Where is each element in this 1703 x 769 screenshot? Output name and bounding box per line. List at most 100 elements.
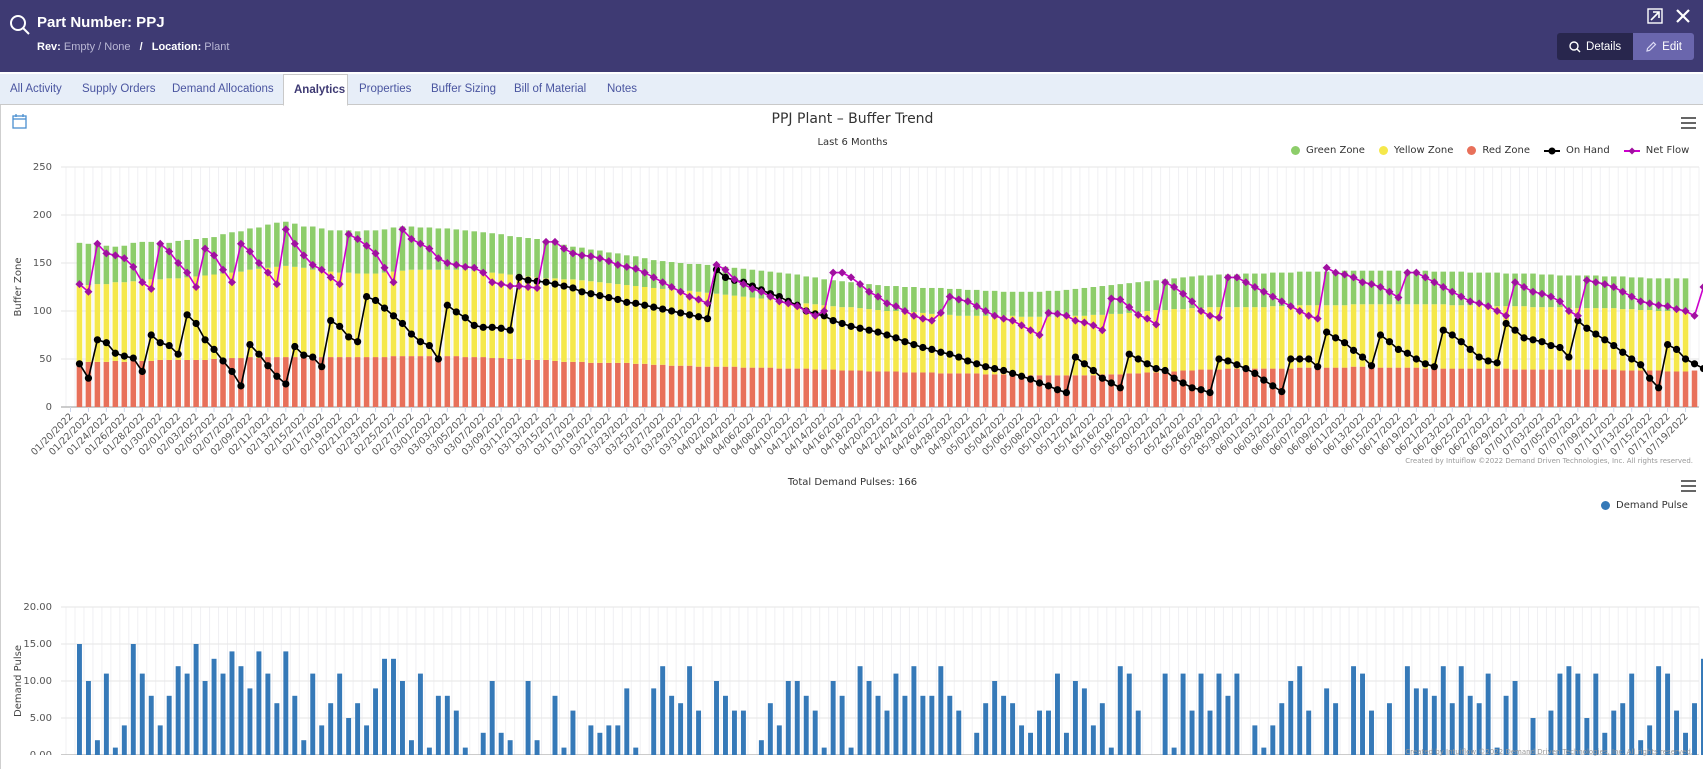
demand-pulse-bar — [1665, 673, 1671, 755]
demand-pulse-bar — [1611, 710, 1617, 755]
net-flow-point — [515, 282, 524, 291]
red-zone-bar — [848, 370, 854, 407]
net-flow-point — [479, 268, 488, 277]
legend-yellow-zone[interactable]: Yellow Zone — [1378, 145, 1453, 156]
yellow-zone-bar — [1413, 304, 1420, 368]
yellow-zone-bar — [1117, 313, 1124, 375]
green-zone-bar — [597, 250, 603, 283]
on-hand-point — [138, 367, 146, 376]
legend-on-hand[interactable]: On Hand — [1544, 145, 1610, 156]
red-zone-bar — [516, 359, 522, 407]
on-hand-point — [1107, 379, 1115, 387]
red-zone-bar — [399, 356, 406, 407]
net-flow-point — [156, 239, 165, 248]
demand-pulse-bar — [1198, 673, 1204, 755]
green-zone-bar — [1682, 278, 1689, 311]
net-flow-point — [820, 307, 829, 315]
tab-notes[interactable]: Notes — [607, 83, 638, 95]
on-hand-point — [1484, 357, 1492, 365]
red-zone-bar — [1530, 369, 1536, 407]
on-hand-point — [156, 339, 164, 347]
on-hand-point — [75, 360, 84, 368]
on-hand-point — [201, 336, 209, 344]
demand-pulse-bar — [1404, 666, 1410, 755]
yellow-zone-bar — [1628, 309, 1635, 371]
yellow-zone-bar — [265, 267, 271, 358]
search-icon[interactable] — [9, 14, 31, 36]
details-button[interactable]: Details — [1557, 33, 1634, 60]
yellow-zone-bar — [659, 288, 666, 365]
green-zone-bar — [462, 230, 469, 270]
yellow-zone-bar — [1431, 304, 1438, 369]
red-zone-bar — [606, 362, 612, 407]
green-zone-bar — [229, 232, 235, 273]
legend-demand-pulse[interactable]: Demand Pulse — [1601, 500, 1688, 511]
red-zone-bar — [1566, 369, 1572, 407]
legend-net-flow[interactable]: Net Flow — [1623, 145, 1689, 156]
yellow-zone-bar — [1296, 305, 1303, 368]
red-zone-bar — [767, 367, 774, 407]
green-zone-bar — [1063, 289, 1070, 316]
tab-demand-allocations[interactable]: Demand Allocations — [172, 83, 274, 95]
tab-supply-orders[interactable]: Supply Orders — [82, 83, 156, 95]
green-zone-bar — [336, 230, 343, 273]
external-link-icon[interactable] — [1645, 6, 1665, 26]
on-hand-point — [1574, 317, 1582, 325]
yellow-zone-bar — [1673, 311, 1680, 372]
demand-chart-menu-icon[interactable] — [1681, 480, 1696, 492]
demand-pulse-bar — [1557, 673, 1563, 755]
demand-pulse-bar — [1099, 703, 1105, 755]
yellow-zone-bar — [193, 276, 199, 360]
green-zone-bar — [991, 290, 998, 316]
tab-bill-of-material[interactable]: Bill of Material — [514, 83, 587, 95]
on-hand-point — [102, 339, 110, 347]
net-flow-point — [1179, 289, 1188, 298]
net-flow-point — [775, 297, 784, 306]
net-flow-point — [891, 302, 900, 311]
net-flow-point — [1475, 299, 1484, 308]
yellow-zone-bar — [1494, 306, 1500, 369]
red-zone-bar — [1162, 371, 1168, 407]
legend-red-zone[interactable]: Red Zone — [1467, 145, 1530, 156]
legend-green-zone[interactable]: Green Zone — [1291, 145, 1365, 156]
net-flow-point — [649, 273, 658, 282]
green-zone-bar — [238, 231, 244, 272]
yellow-zone-bar — [292, 266, 298, 358]
edit-button[interactable]: Edit — [1633, 33, 1694, 60]
red-zone-bar — [785, 368, 792, 407]
net-flow-point — [434, 254, 443, 263]
demand-pulse-bar — [426, 747, 432, 755]
tab-buffer-sizing[interactable]: Buffer Sizing — [431, 83, 496, 95]
tab-all-activity[interactable]: All Activity — [10, 83, 62, 95]
on-hand-point — [1466, 345, 1474, 353]
red-zone-bar — [1673, 371, 1680, 407]
buffer-chart-menu-icon[interactable] — [1681, 117, 1696, 129]
demand-pulse-bar — [453, 710, 459, 755]
tab-properties[interactable]: Properties — [359, 83, 412, 95]
net-flow-point — [1277, 297, 1286, 306]
demand-pulse-bar — [1485, 673, 1491, 755]
green-zone-bar — [525, 238, 531, 277]
on-hand-point — [685, 311, 694, 319]
yellow-zone-bar — [839, 307, 845, 371]
calendar-icon[interactable] — [12, 113, 27, 129]
yellow-zone-bar — [794, 302, 801, 369]
net-flow-point — [299, 251, 308, 260]
red-zone-bar — [955, 373, 962, 407]
close-icon[interactable] — [1673, 6, 1693, 26]
on-hand-point — [120, 352, 128, 360]
tab-analytics[interactable]: Analytics — [283, 74, 348, 106]
red-zone-bar — [579, 361, 585, 407]
net-flow-point — [1645, 299, 1654, 308]
on-hand-point — [847, 322, 855, 330]
demand-pulse-bar — [588, 725, 594, 755]
red-zone-bar — [363, 357, 370, 407]
net-flow-point — [452, 260, 461, 269]
on-hand-point — [1394, 345, 1403, 353]
on-hand-point — [1448, 331, 1456, 339]
net-flow-point — [1663, 302, 1672, 311]
red-zone-bar — [1664, 371, 1671, 407]
green-zone-bar — [444, 228, 451, 270]
demand-pulse-bar — [606, 725, 612, 755]
green-zone-bar — [76, 242, 83, 287]
